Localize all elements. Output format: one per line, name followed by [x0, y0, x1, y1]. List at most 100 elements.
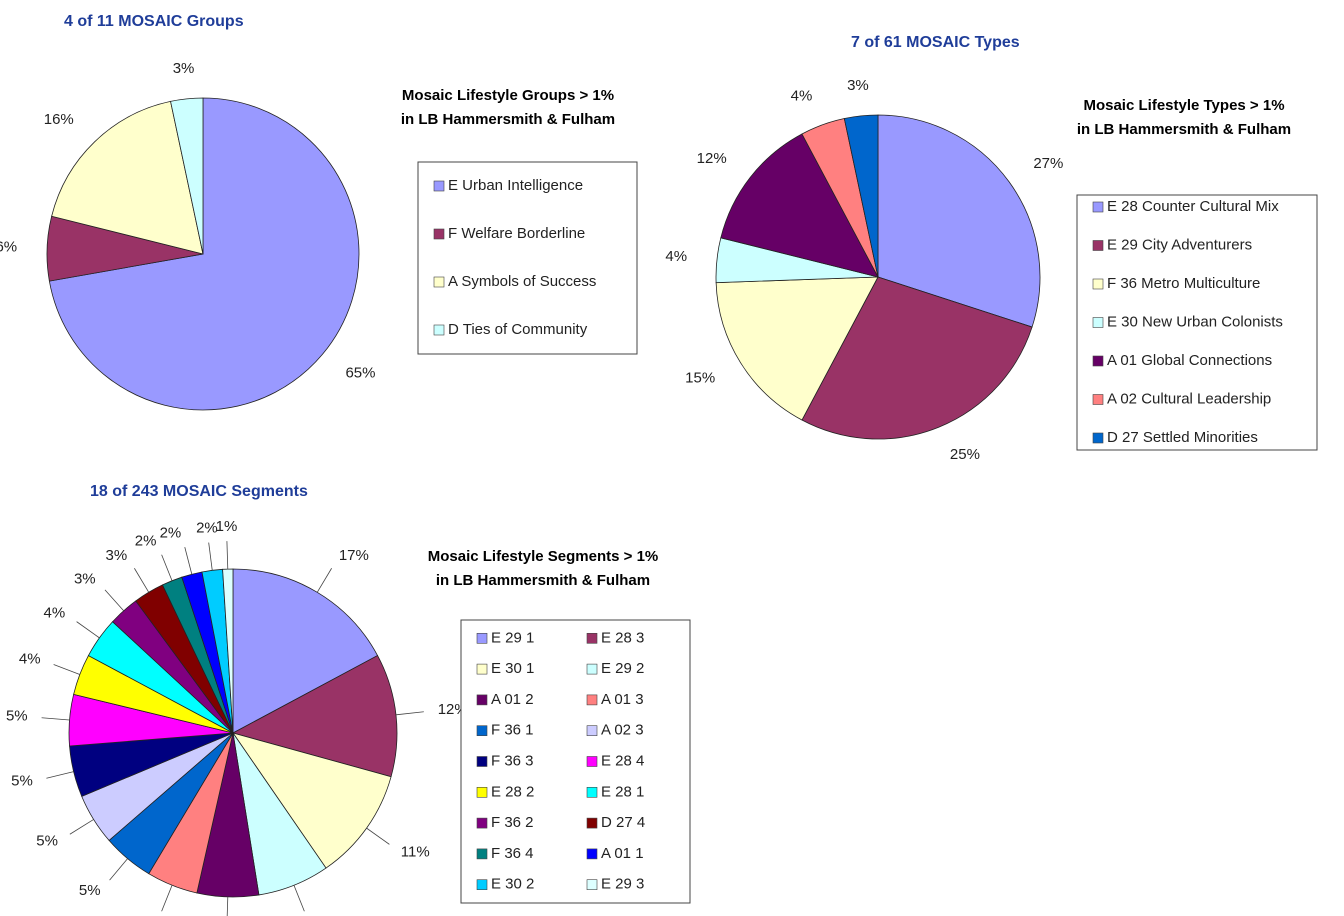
legend-label: E 30 1 — [491, 660, 534, 677]
leader-line — [161, 554, 173, 581]
data-label: 65% — [345, 365, 375, 382]
legend-label: E 28 3 — [601, 629, 644, 646]
chart-subtitle: in LB Hammersmith & Fulham — [436, 572, 650, 589]
leader-line — [53, 664, 80, 675]
pie-slice — [232, 568, 379, 734]
legend-label: F Welfare Borderline — [448, 225, 585, 242]
legend-swatch — [586, 725, 598, 737]
legend-swatch — [586, 694, 598, 706]
data-label: 4% — [19, 650, 41, 667]
data-label: 4% — [44, 604, 66, 621]
pie-slice — [720, 133, 879, 278]
data-label: 2% — [196, 520, 218, 537]
data-label: 4% — [665, 248, 687, 265]
leader-line — [208, 542, 213, 571]
pie-slice — [715, 276, 879, 421]
leader-line — [41, 717, 70, 721]
legend-label: E 29 1 — [491, 629, 534, 646]
legend-swatch — [1092, 355, 1104, 367]
legend-swatch — [476, 663, 488, 675]
legend-label: E Urban Intelligence — [448, 177, 583, 194]
legend-swatch — [476, 694, 488, 706]
legend-swatch — [476, 725, 488, 737]
chart-heading: 4 of 11 MOSAIC Groups — [64, 13, 244, 30]
data-label: 5% — [11, 773, 33, 790]
legend-label: E 29 City Adventurers — [1107, 236, 1252, 253]
leader-line — [109, 858, 128, 881]
legend-label: E 30 New Urban Colonists — [1107, 313, 1283, 330]
leader-line — [226, 541, 229, 570]
chart-subtitle: in LB Hammersmith & Fulham — [401, 111, 615, 128]
chart-heading: 18 of 243 MOSAIC Segments — [90, 483, 308, 500]
legend-label: F 36 2 — [491, 814, 534, 831]
pie-slice — [843, 114, 879, 278]
legend-label: D 27 Settled Minorities — [1107, 429, 1258, 446]
legend-label: E 30 2 — [491, 876, 534, 893]
legend-swatch — [586, 756, 598, 767]
pie-slice — [801, 276, 1033, 440]
data-label: 3% — [74, 570, 96, 587]
legend-label: F 36 1 — [491, 722, 534, 739]
legend-label: E 28 4 — [601, 752, 644, 769]
data-label: 5% — [79, 882, 101, 899]
legend-label: F 36 Metro Multiculture — [1107, 275, 1260, 292]
legend-label: A Symbols of Success — [448, 273, 596, 290]
legend-label: E 28 2 — [491, 783, 534, 800]
legend-box — [1076, 194, 1318, 451]
legend-swatch — [586, 663, 598, 675]
leader-line — [69, 819, 94, 835]
data-label: 6% — [0, 238, 17, 255]
chart-subtitle: in LB Hammersmith & Fulham — [1077, 121, 1291, 138]
legend-swatch — [1092, 394, 1104, 405]
legend-box — [417, 161, 638, 355]
data-label: 17% — [339, 547, 369, 564]
data-label: 3% — [847, 77, 869, 94]
data-label: 2% — [135, 533, 157, 550]
leader-line — [76, 621, 100, 639]
data-label: 3% — [173, 60, 195, 77]
data-label: 12% — [438, 701, 468, 718]
pie-slice — [231, 655, 398, 778]
legend-swatch — [433, 276, 445, 288]
pie-slice — [170, 97, 204, 255]
legend-label: F 36 4 — [491, 845, 534, 862]
leader-line — [366, 827, 390, 845]
chart-heading: 7 of 61 MOSAIC Types — [851, 34, 1020, 51]
legend-swatch — [476, 756, 488, 767]
data-label: 25% — [950, 446, 980, 463]
legend-label: F 36 3 — [491, 752, 534, 769]
legend-swatch — [1092, 317, 1104, 328]
legend-label: E 29 3 — [601, 876, 644, 893]
legend-label: A 02 Cultural Leadership — [1107, 390, 1271, 407]
legend-box — [460, 619, 691, 904]
legend-label: E 29 2 — [601, 660, 644, 677]
legend-label: E 28 Counter Cultural Mix — [1107, 198, 1279, 215]
legend-swatch — [1092, 240, 1104, 251]
data-label: 27% — [1033, 155, 1063, 172]
legend-swatch — [1092, 201, 1104, 213]
legend-swatch — [586, 786, 598, 798]
legend-swatch — [476, 879, 488, 891]
legend-swatch — [1092, 432, 1104, 444]
legend-label: A 01 2 — [491, 691, 534, 708]
legend-swatch — [1092, 278, 1104, 290]
legend-label: A 01 Global Connections — [1107, 352, 1272, 369]
data-label: 15% — [685, 370, 715, 387]
legend-swatch — [476, 817, 488, 829]
data-label: 2% — [160, 525, 182, 542]
legend-swatch — [433, 180, 445, 192]
data-label: 5% — [36, 833, 58, 850]
legend-label: A 02 3 — [601, 722, 644, 739]
legend-swatch — [433, 228, 445, 240]
chart-title: Mosaic Lifestyle Segments > 1% — [428, 548, 659, 565]
leader-line — [293, 885, 305, 912]
legend-label: E 28 1 — [601, 783, 644, 800]
data-label: 11% — [401, 843, 430, 860]
legend-swatch — [586, 632, 598, 644]
chart-title: Mosaic Lifestyle Types > 1% — [1083, 97, 1284, 114]
data-label: 3% — [105, 547, 127, 564]
leader-line — [46, 771, 74, 779]
legend-swatch — [476, 848, 488, 860]
legend-label: D Ties of Community — [448, 321, 588, 338]
